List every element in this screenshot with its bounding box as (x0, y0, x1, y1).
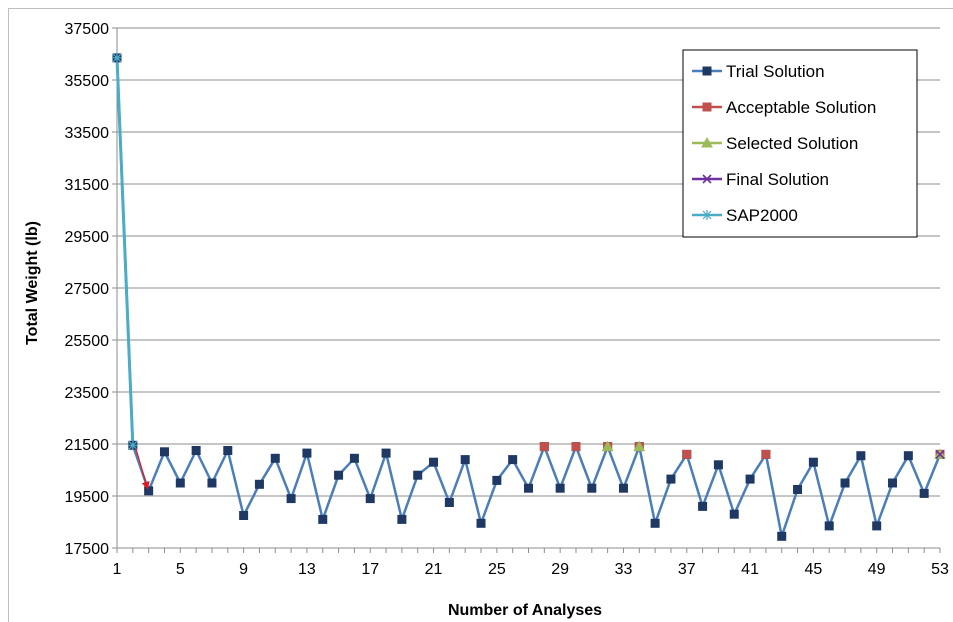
trial-solution-point (777, 531, 787, 541)
sap2000-line (115, 57, 135, 446)
series-markers (112, 52, 946, 541)
trial-solution-point (808, 457, 818, 467)
annotations (135, 448, 150, 490)
legend-marker-acceptable-solution (702, 102, 712, 112)
trial-solution-point (397, 514, 407, 524)
trial-solution-point (872, 521, 882, 531)
trial-solution-point (381, 448, 391, 458)
legend-marker-sap2000 (702, 210, 712, 220)
trial-solution-point (270, 453, 280, 463)
trial-solution-point (840, 478, 850, 488)
acceptable-solution-point (761, 449, 771, 459)
y-tick-label: 33500 (65, 125, 110, 142)
acceptable-solution-point (539, 442, 549, 452)
trial-solution-point (460, 455, 470, 465)
legend-label-trial-solution: Trial Solution (726, 62, 825, 81)
x-tick-label: 29 (551, 561, 569, 578)
legend-label-acceptable-solution: Acceptable Solution (726, 98, 876, 117)
y-tick-label: 17500 (65, 541, 110, 558)
y-tick-label: 19500 (65, 489, 110, 506)
x-tick-label: 41 (741, 561, 759, 578)
trial-solution-point (903, 451, 913, 461)
legend-marker-selected-solution (701, 136, 713, 148)
x-tick-label: 45 (804, 561, 822, 578)
x-tick-label: 17 (361, 561, 379, 578)
final-solution-point (935, 449, 945, 459)
annotation-arrow (135, 448, 150, 490)
y-tick-label: 25500 (65, 333, 110, 350)
y-tick-label: 37500 (65, 21, 110, 38)
trial-solution-point (191, 446, 201, 455)
trial-solution-point (318, 514, 328, 524)
trial-solution-point (334, 470, 344, 480)
x-tick-label: 21 (425, 561, 443, 578)
trial-solution-point (856, 451, 866, 461)
trial-solution-point (888, 478, 898, 488)
x-tick-label: 37 (678, 561, 696, 578)
x-tick-label: 1 (113, 561, 122, 578)
y-tick-label: 21500 (65, 437, 110, 454)
chart-frame (8, 8, 953, 622)
trial-solution-point (618, 483, 628, 493)
y-tick-label: 29500 (65, 229, 110, 246)
trial-solution-point (492, 475, 502, 485)
trial-solution-point (207, 478, 217, 488)
trial-solution-point (239, 511, 249, 520)
trial-solution-point (587, 483, 597, 493)
legend-label-final-solution: Final Solution (726, 170, 829, 189)
sap2000-point (112, 52, 122, 63)
trial-solution-point (429, 457, 439, 467)
trial-solution-point (524, 483, 533, 493)
trial-solution-point (223, 446, 233, 455)
trial-solution-point (666, 474, 676, 484)
trial-solution-point (919, 488, 929, 498)
y-tick-label: 23500 (65, 385, 110, 402)
x-tick-label: 49 (868, 561, 886, 578)
x-tick-label: 25 (488, 561, 506, 578)
trial-solution-point (175, 478, 185, 488)
trial-solution-point (476, 518, 486, 528)
y-axis-title: Total Weight (lb) (24, 221, 41, 345)
legend-label-selected-solution: Selected Solution (726, 134, 858, 153)
y-tick-label: 35500 (65, 73, 110, 90)
legend: Trial Solution Acceptable Solution Selecte… (682, 49, 918, 238)
x-tick-label: 9 (239, 561, 248, 578)
acceptable-solution-point (682, 449, 692, 459)
trial-solution-point (286, 494, 296, 504)
x-tick-label: 53 (931, 561, 949, 578)
trial-solution-point (144, 486, 154, 496)
y-tick-label: 27500 (65, 281, 110, 298)
trial-solution-point (745, 474, 755, 484)
axes: 17500 19500 21500 23500 25500 27500 29500 31500… (65, 21, 950, 578)
trial-solution-point (555, 483, 565, 493)
legend-marker-final-solution (702, 174, 712, 184)
trial-solution-point (713, 460, 723, 470)
x-tick-label: 33 (615, 561, 633, 578)
selected-solution-point (601, 440, 614, 452)
trial-solution-point (793, 485, 803, 494)
sap2000-point (127, 440, 138, 451)
trial-solution-point (365, 494, 375, 504)
trial-solution-point (729, 509, 739, 519)
selected-solution-point (633, 440, 646, 452)
x-axis-title: Number of Analyses (448, 602, 602, 619)
trial-solution-point (824, 521, 834, 531)
trial-solution-point (302, 448, 312, 458)
x-tick-label: 13 (298, 561, 316, 578)
trial-solution-point (698, 501, 708, 511)
trial-solution-point (159, 447, 169, 457)
trial-solution-point (444, 498, 454, 507)
trial-solution-point (349, 453, 359, 463)
trial-solution-point (413, 470, 423, 480)
trial-solution-point (508, 455, 518, 465)
x-tick-label: 5 (176, 561, 185, 578)
y-tick-label: 31500 (65, 177, 110, 194)
legend-marker-trial-solution (702, 66, 712, 76)
trial-solution-point (650, 518, 660, 528)
trial-solution-point (254, 479, 264, 489)
legend-label-sap2000: SAP2000 (726, 206, 798, 225)
acceptable-solution-point (571, 442, 581, 452)
